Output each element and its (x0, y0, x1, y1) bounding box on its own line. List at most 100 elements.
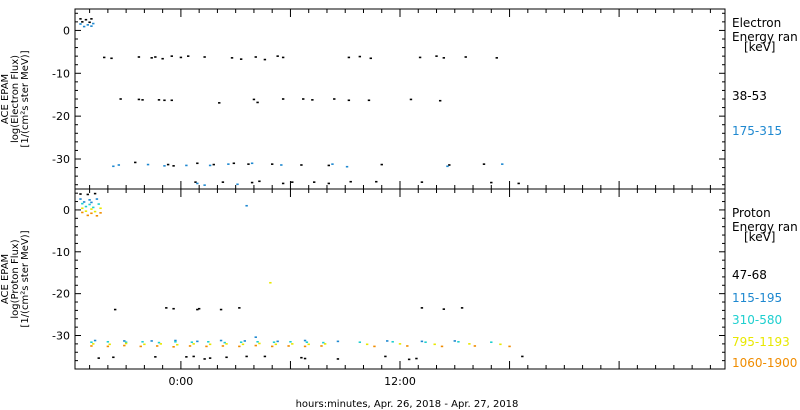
data-point (81, 207, 84, 210)
data-point (141, 340, 144, 343)
data-point (495, 57, 498, 59)
y-axis-label-line: ACE EPAM (0, 254, 11, 304)
data-point (155, 345, 159, 347)
data-point (347, 99, 351, 102)
data-point (93, 210, 97, 213)
data-point (270, 163, 274, 165)
data-point (442, 57, 446, 59)
data-point (185, 164, 188, 167)
data-point (276, 340, 279, 343)
data-point (90, 345, 93, 347)
data-point (358, 341, 362, 344)
electron-flux-panel: 0 -10 -20 -30 ACE EPAM log(Electron Flux) [1/(… (0, 8, 798, 190)
data-point (157, 341, 161, 344)
data-point (113, 308, 117, 311)
data-point (320, 345, 323, 347)
data-point (208, 343, 212, 346)
data-point (97, 357, 100, 359)
data-point (203, 184, 206, 186)
data-point (174, 340, 177, 343)
data-point (384, 355, 387, 358)
data-point (108, 343, 111, 346)
data-point (517, 182, 520, 185)
data-point (468, 343, 471, 345)
data-point (300, 164, 303, 166)
data-point (327, 182, 330, 185)
data-point (415, 357, 418, 360)
data-point (365, 343, 369, 346)
y-tick-label: -10 (52, 246, 70, 259)
data-point (93, 339, 97, 342)
data-point (250, 162, 254, 165)
data-point (203, 56, 206, 58)
data-point (424, 341, 427, 344)
data-point (433, 343, 436, 346)
y-tick-label: 0 (63, 24, 70, 37)
data-point (99, 207, 102, 210)
data-point (230, 57, 234, 59)
series-115-195 (79, 198, 456, 343)
x-axis-title: hours:minutes, Apr. 26, 2018 - Apr. 27, … (296, 399, 519, 410)
data-point (440, 345, 444, 348)
data-point (90, 341, 93, 344)
x-tick-label: 0:00 (169, 375, 194, 388)
data-point (154, 356, 157, 358)
legend-title-line: Electron (732, 16, 781, 30)
data-point (303, 339, 307, 342)
data-point (106, 340, 110, 343)
plot-frame (74, 188, 726, 370)
data-point (223, 341, 226, 344)
data-point (446, 165, 449, 168)
data-point (90, 212, 93, 215)
data-point (241, 343, 245, 346)
y-ticks: 0 -10 -20 -30 (52, 12, 725, 186)
data-point (280, 164, 283, 166)
data-point (291, 181, 294, 183)
data-point (123, 340, 126, 342)
data-point (95, 214, 99, 217)
data-point (245, 204, 248, 207)
data-point (291, 343, 294, 345)
data-point (508, 345, 511, 348)
data-point (460, 307, 464, 309)
data-point (281, 56, 285, 59)
data-point (420, 340, 424, 343)
legend-title-line: Energy ran (732, 30, 798, 44)
y-tick-label: -20 (52, 288, 70, 301)
data-point (358, 55, 362, 58)
data-point (194, 181, 197, 183)
data-point (143, 343, 146, 346)
data-point (84, 205, 88, 208)
data-point (373, 345, 376, 348)
data-point (110, 57, 113, 60)
data-point (482, 163, 486, 165)
data-point (188, 345, 192, 347)
data-point (287, 345, 290, 347)
data-point (380, 163, 383, 166)
data-point (81, 211, 84, 214)
data-point (81, 202, 84, 205)
data-point (165, 307, 168, 309)
data-point (170, 99, 173, 102)
x-tick-label: 12:00 (384, 375, 416, 388)
data-point (521, 355, 524, 358)
data-point (409, 98, 413, 101)
data-point (196, 182, 199, 185)
data-point (347, 56, 351, 59)
data-point (219, 308, 223, 311)
data-point (190, 341, 194, 344)
data-point (84, 210, 88, 212)
data-point (225, 356, 228, 359)
data-point (187, 55, 190, 57)
data-point (407, 358, 411, 361)
plot-frame (74, 8, 726, 190)
series-795-1193 (81, 207, 502, 346)
data-point (112, 356, 115, 359)
y-axis-label-line: log(Proton Flux) (10, 239, 21, 318)
data-point (79, 18, 82, 20)
data-point (161, 57, 164, 60)
data-point (442, 308, 446, 310)
data-point (192, 355, 195, 358)
data-point (172, 165, 175, 167)
